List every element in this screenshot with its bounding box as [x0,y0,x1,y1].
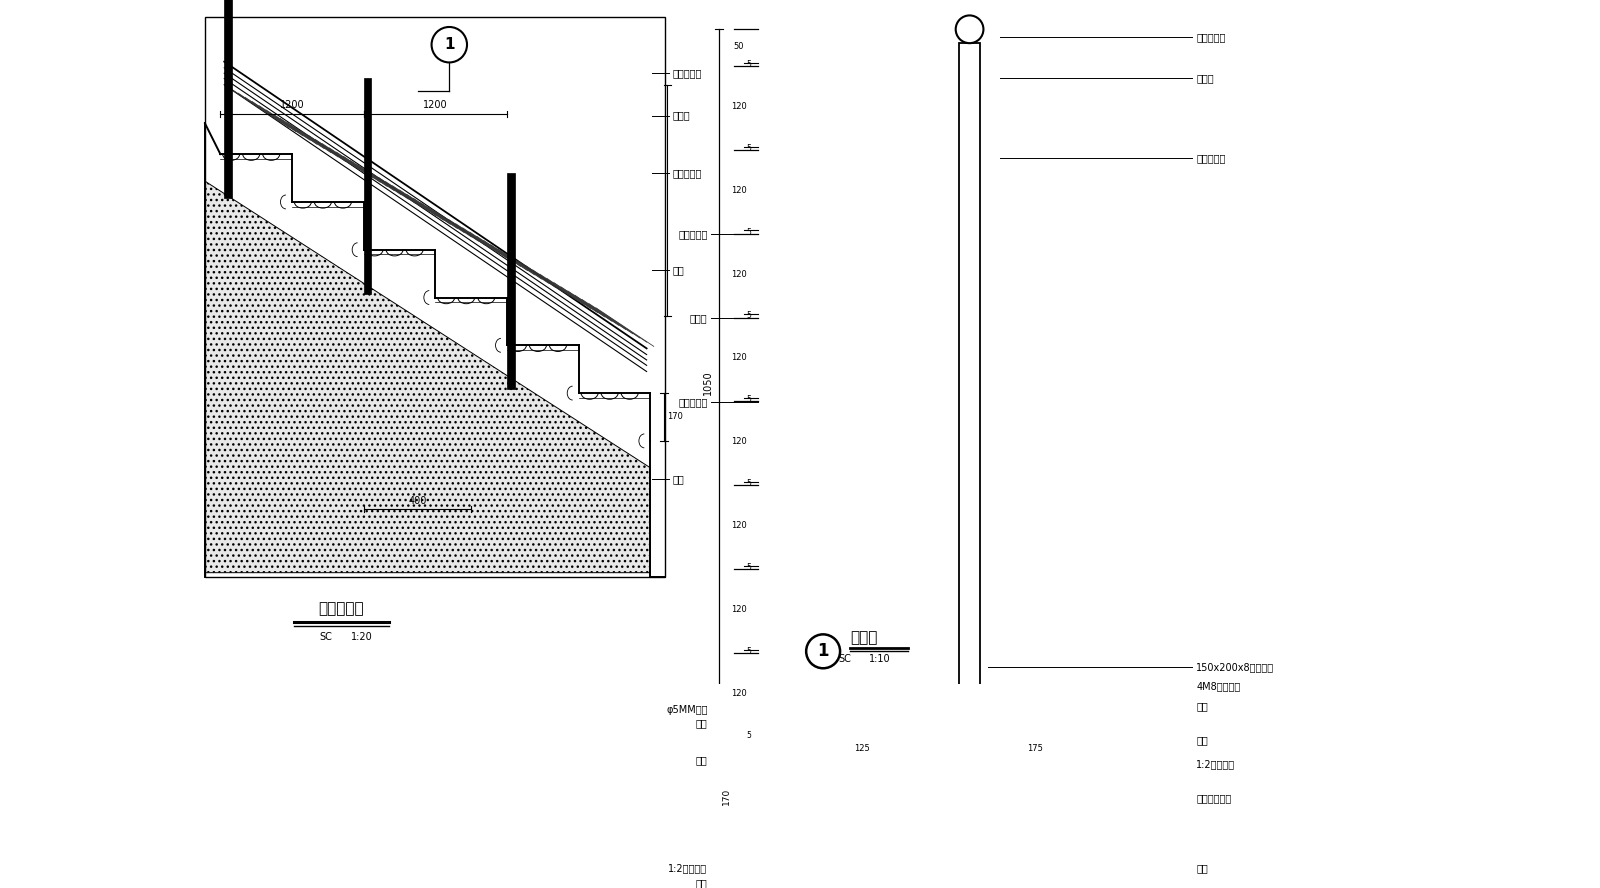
Text: 1: 1 [445,37,454,52]
Text: 170: 170 [722,788,731,805]
Text: 1200: 1200 [280,99,304,110]
Text: 170: 170 [667,413,683,422]
Text: 涂料: 涂料 [674,474,685,485]
Text: 120: 120 [731,521,747,530]
Text: 1:2水泥砂浆: 1:2水泥砂浆 [1197,758,1235,769]
Text: 不锈钢扶手: 不锈钢扶手 [1197,32,1226,42]
Text: 不锈钢扶手: 不锈钢扶手 [674,68,702,78]
Circle shape [806,634,840,669]
Text: 节点图: 节点图 [850,630,877,645]
Circle shape [432,27,467,62]
Text: 120: 120 [731,689,747,698]
Text: 5: 5 [746,731,750,740]
Text: 石材: 石材 [696,718,707,728]
Bar [224,0,232,198]
Text: 5: 5 [746,144,750,153]
Text: 150x200x8钢焊钢板: 150x200x8钢焊钢板 [1197,662,1274,672]
Text: 175: 175 [1027,744,1043,753]
Bar [962,702,978,711]
Text: 混凝土楼梯构: 混凝土楼梯构 [1197,793,1232,804]
Text: 楼梯立面图: 楼梯立面图 [318,601,365,616]
Text: 5: 5 [746,563,750,572]
Text: 400: 400 [408,496,427,506]
Text: 5: 5 [746,227,750,236]
Text: 1:20: 1:20 [350,631,373,642]
Text: 5: 5 [746,395,750,404]
Text: 1: 1 [818,642,829,661]
Text: 125: 125 [854,744,869,753]
Text: 120: 120 [731,605,747,614]
Text: 50: 50 [734,42,744,51]
Text: 5: 5 [746,480,750,488]
Polygon shape [205,181,651,573]
Bar [363,78,371,294]
Text: 50: 50 [965,20,974,29]
Text: 1200: 1200 [422,99,448,110]
Text: 5: 5 [746,646,750,655]
Text: 不锈钢: 不锈钢 [1197,73,1214,83]
Text: 120: 120 [731,353,747,362]
Text: 不锈钢: 不锈钢 [690,313,707,323]
Text: 4M8膨胀螺栓: 4M8膨胀螺栓 [1197,682,1240,692]
Text: φ5MM钢角: φ5MM钢角 [666,705,707,715]
Text: 涂料: 涂料 [1197,863,1208,873]
Text: 石材: 石材 [674,265,685,274]
Text: 1050: 1050 [702,370,712,395]
Text: 石材: 石材 [696,755,707,765]
Text: 120: 120 [731,270,747,279]
Text: SC: SC [320,631,333,642]
Text: 石材: 石材 [1197,701,1208,711]
Text: 不锈钢扶手: 不锈钢扶手 [678,229,707,240]
Bar [205,17,666,576]
Bar [754,721,1085,737]
Text: 不锈钢立柱: 不锈钢立柱 [678,397,707,407]
Text: 1:2水泥砂浆: 1:2水泥砂浆 [669,863,707,873]
Text: 1:10: 1:10 [869,654,891,664]
Text: 120: 120 [731,186,747,194]
Circle shape [955,15,984,44]
Text: 不锈钢立柱: 不锈钢立柱 [674,169,702,178]
Text: 石材: 石材 [1197,735,1208,746]
Bar [958,44,981,721]
Bar [507,173,515,389]
Text: SC: SC [838,654,851,664]
Text: 120: 120 [731,437,747,446]
Text: 涂料: 涂料 [696,878,707,888]
Text: 不锈钢立柱: 不锈钢立柱 [1197,153,1226,163]
Text: 5: 5 [746,312,750,321]
Text: 不锈钢: 不锈钢 [674,111,691,121]
Bar [754,737,1085,856]
Text: 5: 5 [746,60,750,69]
Text: 120: 120 [731,102,747,111]
Bar [962,686,978,696]
